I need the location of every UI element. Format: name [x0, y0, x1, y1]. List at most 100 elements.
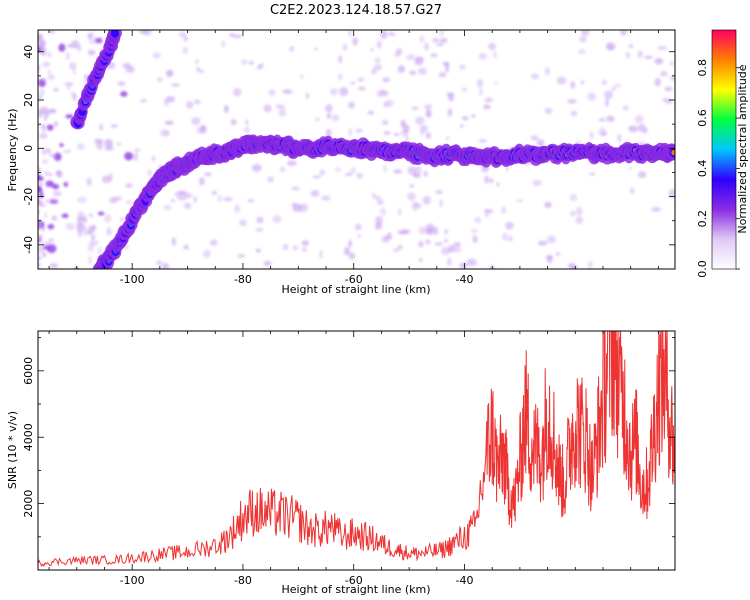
- heatmap-noise-blob: [440, 30, 444, 37]
- heatmap-noise-blob: [654, 78, 662, 87]
- heatmap-noise-blob: [263, 104, 272, 113]
- heatmap-noise-blob: [357, 77, 365, 82]
- heatmap-noise-blob: [233, 34, 243, 39]
- heatmap-noise-blob: [38, 223, 42, 231]
- heatmap-noise-blob: [40, 124, 45, 129]
- heatmap-noise-blob: [500, 206, 507, 214]
- heatmap-noise-blob: [282, 243, 289, 251]
- heatmap-noise-blob: [50, 198, 59, 203]
- colorbar-tick-label: 0.8: [696, 59, 709, 77]
- heatmap-noise-blob: [438, 71, 447, 78]
- heatmap-noise-blob: [61, 213, 69, 218]
- heatmap-noise-blob: [315, 117, 320, 122]
- heatmap-noise-blob: [355, 128, 364, 134]
- heatmap-noise-blob: [588, 172, 596, 176]
- heatmap-noise-blob: [43, 212, 48, 219]
- heatmap-noise-blob: [91, 224, 97, 231]
- heatmap-noise-blob: [484, 212, 489, 218]
- heatmap-noise-blob: [170, 199, 175, 203]
- heatmap-noise-blob: [575, 216, 584, 225]
- heatmap-noise-blob: [622, 105, 629, 111]
- heatmap-noise-blob: [251, 163, 262, 172]
- heatmap-noise-blob: [55, 170, 61, 177]
- heatmap-noise-blob: [651, 207, 662, 212]
- heatmap-noise-blob: [567, 99, 577, 104]
- heatmap-noise-blob: [301, 240, 310, 247]
- heatmap-noise-blob: [532, 179, 543, 187]
- heatmap-noise-blob: [536, 139, 545, 147]
- heatmap-noise-blob: [38, 174, 41, 180]
- heatmap-noise-blob: [51, 215, 58, 221]
- heatmap-noise-blob: [325, 104, 333, 113]
- heatmap-noise-blob: [39, 191, 44, 199]
- heatmap-noise-blob: [556, 76, 567, 85]
- heatmap-noise-blob: [628, 44, 634, 48]
- snr-y-axis-label: SNR (10 * v/v): [6, 411, 19, 489]
- heatmap-noise-blob: [182, 36, 189, 42]
- heatmap-track-peak: [112, 30, 118, 36]
- heatmap-noise-blob: [544, 67, 551, 76]
- heatmap-noise-blob: [382, 77, 391, 83]
- heatmap-noise-blob: [97, 246, 103, 255]
- heatmap-noise-blob: [191, 117, 201, 125]
- heatmap-noise-blob: [209, 239, 218, 246]
- heatmap-noise-blob: [411, 106, 419, 110]
- heatmap-noise-blob: [430, 52, 438, 58]
- heatmap-noise-blob: [200, 125, 205, 131]
- heatmap-noise-blob: [338, 55, 343, 64]
- heatmap-noise-blob: [38, 186, 43, 194]
- heatmap-noise-blob: [334, 167, 342, 173]
- heatmap-noise-blob: [234, 204, 241, 213]
- heatmap-noise-blob: [247, 199, 255, 203]
- heatmap-noise-blob: [516, 199, 523, 203]
- heatmap-noise-blob: [134, 148, 141, 153]
- heatmap-noise-blob: [292, 204, 303, 213]
- heatmap-noise-blob: [48, 237, 55, 243]
- heatmap-noise-blob: [203, 172, 212, 177]
- heatmap-noise-blob: [505, 221, 514, 230]
- heatmap-noise-blob: [505, 165, 509, 172]
- heatmap-noise-blob: [400, 120, 405, 127]
- heatmap-noise-blob: [120, 91, 128, 97]
- heatmap-noise-blob: [423, 227, 432, 235]
- heatmap-noise-blob: [493, 50, 497, 59]
- heatmap-noise-blob: [240, 59, 248, 65]
- x-tick-label: -60: [345, 574, 363, 587]
- heatmap-noise-blob: [51, 183, 60, 190]
- heatmap-noise-blob: [69, 61, 77, 70]
- heatmap-noise-blob: [305, 92, 310, 100]
- heatmap-noise-blob: [44, 170, 50, 177]
- heatmap-noise-blob: [443, 238, 448, 244]
- heatmap-noise-blob: [160, 129, 171, 137]
- heatmap-noise-blob: [445, 64, 449, 73]
- heatmap-noise-blob: [444, 228, 449, 235]
- heatmap-noise-blob: [300, 74, 304, 79]
- heatmap-noise-blob: [203, 249, 211, 259]
- heatmap-noise-blob: [41, 158, 49, 165]
- heatmap-noise-blob: [380, 30, 388, 40]
- heatmap-noise-blob: [83, 77, 88, 85]
- heatmap-noise-blob: [86, 177, 92, 186]
- heatmap-noise-blob: [38, 64, 41, 72]
- snr-y-ticks: 2000 4000 6000: [22, 337, 675, 571]
- heatmap-noise-blob: [233, 87, 242, 97]
- heatmap-noise-blob: [348, 101, 355, 109]
- heatmap-noise-blob: [280, 166, 286, 173]
- heatmap-noise-blob: [239, 219, 247, 227]
- heatmap-noise-blob: [310, 189, 320, 197]
- heatmap-noise-blob: [669, 75, 675, 81]
- heatmap-noise-blob: [439, 37, 448, 43]
- heatmap-noise-blob: [243, 126, 250, 133]
- heatmap-noise-blob: [415, 202, 422, 209]
- heatmap-noise-blob: [42, 241, 52, 246]
- x-tick-label: -80: [234, 273, 252, 286]
- heatmap-noise-blob: [47, 73, 55, 81]
- heatmap-noise-blob: [507, 235, 513, 242]
- heatmap-noise-blob: [405, 134, 410, 143]
- heatmap-noise-blob: [319, 169, 325, 176]
- heatmap-noise-blob: [484, 97, 493, 103]
- heatmap-noise-blob: [466, 258, 477, 267]
- heatmap-noise-blob: [637, 171, 647, 178]
- heatmap-noise-blob: [570, 81, 576, 89]
